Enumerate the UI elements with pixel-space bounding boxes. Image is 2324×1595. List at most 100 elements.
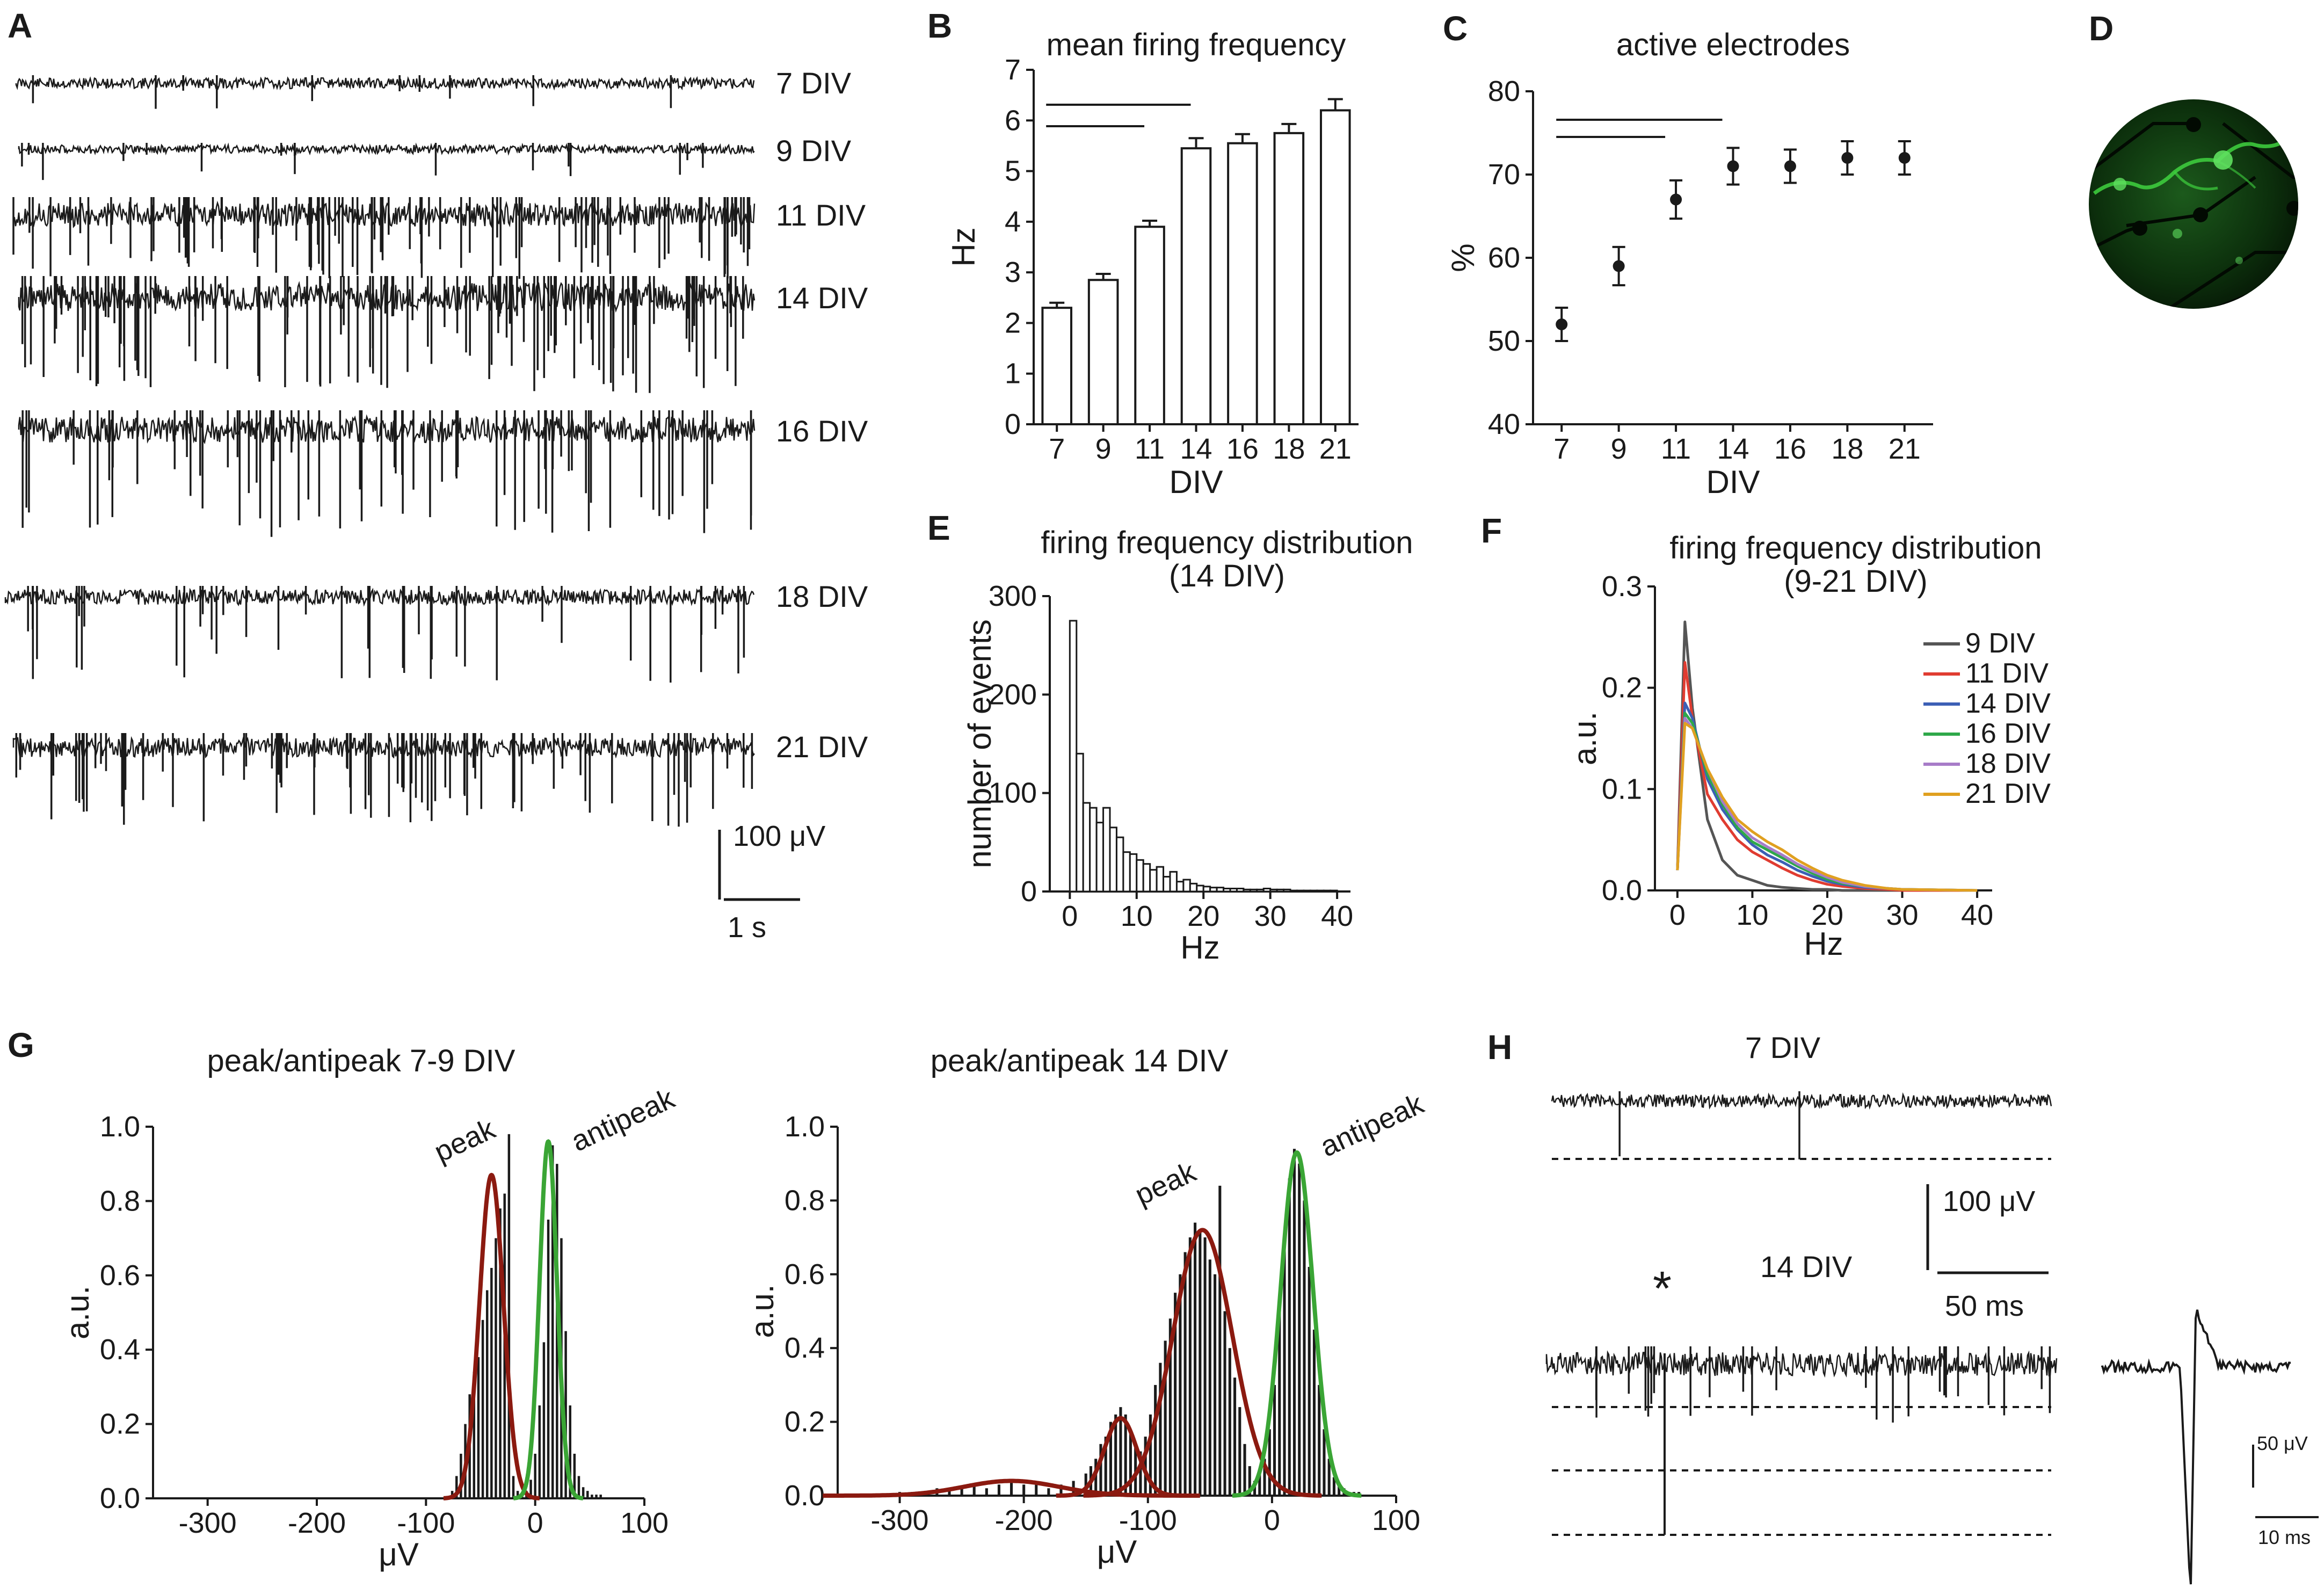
histogram-bar [1323, 1429, 1326, 1496]
histogram-bar [1154, 1384, 1157, 1496]
histogram-bar [1218, 1185, 1222, 1496]
trace-h-7-div [1551, 1092, 2052, 1110]
panel-a: A 7 DIV 9 DIV 11 DIV 14 DIV 16 DIV 18 DI… [4, 6, 868, 944]
bar [1273, 132, 1305, 426]
x-axis-label: DIV [1706, 464, 1760, 500]
x-tick-label: 10 [1121, 900, 1153, 932]
histogram-bar [1283, 1237, 1286, 1496]
histogram-bar [948, 1488, 951, 1496]
histogram-bar [1238, 1407, 1241, 1496]
histogram-bar [1216, 887, 1225, 893]
histogram-bar [1303, 889, 1311, 893]
chart-g-right: 0.0 0.2 0.4 0.6 0.8 1.0 -300 -200 -100 0 100 peak an… [744, 1043, 1429, 1570]
histogram-bar [1298, 1163, 1301, 1496]
histogram-bar [564, 1331, 567, 1498]
y-tick-label: 0.0 [100, 1482, 140, 1514]
histogram-bar [1312, 1329, 1316, 1496]
histogram-bar [538, 1405, 541, 1498]
y-tick-label: 3 [1005, 256, 1021, 288]
chart-subtitle: (9-21 DIV) [1784, 564, 1928, 599]
x-tick-label: 9 [1611, 433, 1627, 465]
histogram-bar [1276, 888, 1285, 893]
chart-title: firing frequency distribution [1041, 525, 1413, 560]
histogram-bar [591, 1495, 593, 1498]
trace-label-14-div: 14 DIV [776, 281, 868, 315]
y-tick-label: 5 [1005, 155, 1021, 187]
data-point [1784, 160, 1796, 172]
histogram-bar [1262, 888, 1272, 893]
inset-scale-time: 10 ms [2258, 1526, 2311, 1548]
gaussian-fit [823, 1478, 1200, 1498]
panel-letter: B [927, 6, 952, 45]
y-tick-label: 0.6 [785, 1258, 825, 1291]
x-tick-label: -300 [871, 1504, 929, 1536]
chart-title: firing frequency distribution [1669, 531, 2042, 566]
histogram-bar [516, 1491, 519, 1498]
histogram-bar [485, 1290, 489, 1498]
chart-title: peak/antipeak 14 DIV [931, 1043, 1229, 1078]
histogram-bar [569, 1405, 571, 1498]
histogram-bar [577, 1476, 580, 1498]
trace-label-11-div: 11 DIV [776, 198, 866, 232]
x-axis-label: Hz [1804, 926, 1843, 962]
trace-label-18-div: 18 DIV [776, 579, 868, 613]
histogram-bar [1316, 889, 1325, 893]
histogram-bar [1082, 802, 1091, 893]
annotation-label: antipeak [1316, 1088, 1429, 1163]
histogram-bar [1296, 889, 1305, 893]
trace-7-div-spikes [32, 75, 672, 109]
trace-16-div-spikes [21, 410, 752, 537]
histogram-bar [1332, 1477, 1335, 1496]
trace-11-div-spikes [12, 197, 751, 279]
histogram-bar [1188, 1237, 1192, 1496]
histogram-bar [1202, 886, 1211, 893]
x-tick-label: 18 [1831, 433, 1863, 465]
histogram-bar [1194, 1222, 1197, 1496]
histogram-bar [1214, 1274, 1217, 1496]
x-tick-label: 9 [1095, 433, 1112, 465]
annotation-label: peak [430, 1113, 500, 1169]
x-tick-label: -200 [288, 1507, 346, 1539]
chart-g-left: 0.0 0.2 0.4 0.6 0.8 1.0 -300 -200 -100 0 100 peak an… [8, 1026, 680, 1572]
histogram-bar [1129, 853, 1138, 893]
y-tick-label: 0.0 [785, 1480, 825, 1512]
y-tick-label: 0.2 [1602, 672, 1642, 704]
x-tick-label: 7 [1553, 433, 1570, 465]
histogram-bar [1175, 881, 1185, 893]
x-tick-label: 7 [1049, 433, 1065, 465]
histogram-bar [1199, 1230, 1202, 1496]
data-point [1613, 260, 1625, 272]
histogram-bar [1076, 752, 1084, 893]
histogram-bar [1129, 1429, 1132, 1496]
histogram-bar [1189, 882, 1198, 893]
histogram-bar [586, 1491, 589, 1498]
histogram-bar [1159, 1362, 1162, 1496]
y-tick-label: 0.8 [785, 1184, 825, 1216]
asterisk: * [1653, 1262, 1672, 1316]
y-tick-label: 40 [1488, 408, 1520, 440]
histogram-bar [1114, 1414, 1117, 1496]
chart-title: mean firing frequency [1047, 27, 1346, 62]
scale-voltage-a: 100 μV [733, 820, 825, 852]
x-tick-label: 0 [527, 1507, 543, 1539]
y-tick-label: 0.2 [785, 1406, 825, 1438]
histogram-bar [1303, 1200, 1306, 1496]
legend-label: 14 DIV [1965, 688, 2051, 719]
label-7-div: 7 DIV [1745, 1031, 1821, 1064]
trace-label-21-div: 21 DIV [776, 730, 868, 764]
histogram-bar [1142, 863, 1151, 893]
x-tick-label: 100 [620, 1507, 669, 1539]
histogram-bar [1248, 1466, 1251, 1496]
histogram-bar [1203, 1237, 1207, 1496]
y-tick-label: 70 [1488, 158, 1520, 191]
histogram-bar [1208, 1259, 1211, 1496]
histogram-bar [1209, 887, 1218, 893]
x-tick-label: 14 [1180, 433, 1212, 465]
gaussian-fit [513, 1139, 584, 1500]
y-tick-label: 60 [1488, 242, 1520, 274]
histogram-bar [1122, 851, 1131, 893]
y-tick-label: 7 [1005, 54, 1021, 86]
y-tick-label: 0.1 [1602, 773, 1642, 805]
y-tick-label: 1 [1005, 358, 1021, 390]
bar [1087, 279, 1119, 425]
